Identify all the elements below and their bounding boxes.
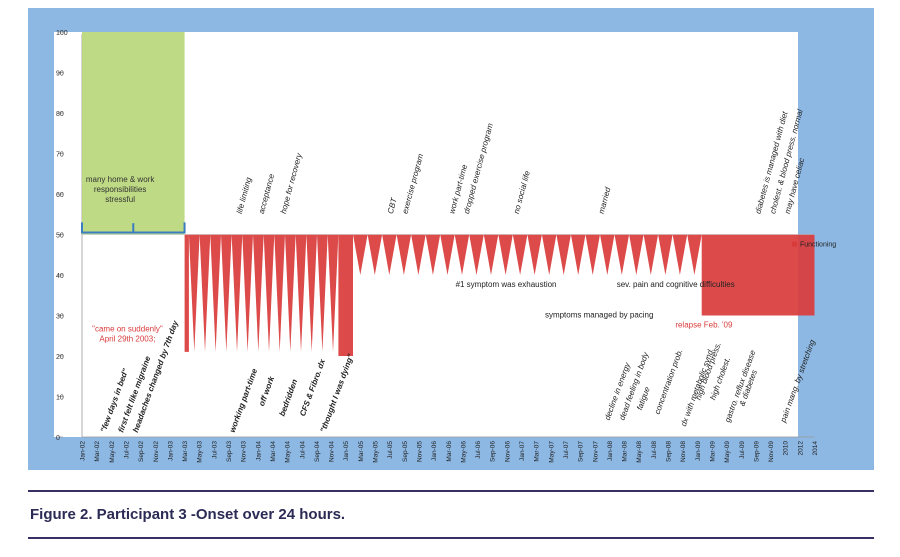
x-tick-label: Sep-09 xyxy=(753,441,760,462)
x-tick-label: Jul-07 xyxy=(563,441,570,459)
annotation: #1 symptom was exhaustion xyxy=(456,280,557,289)
x-tick-label: Jul-04 xyxy=(299,441,306,459)
x-tick-label: Sep-04 xyxy=(314,441,321,462)
x-tick-label: 2012 xyxy=(797,441,804,456)
y-tick-label: 40 xyxy=(56,273,64,280)
x-tick-label: Sep-02 xyxy=(138,441,145,462)
annotation-line: #1 symptom was exhaustion xyxy=(456,280,557,289)
x-tick-label: Mar-07 xyxy=(534,441,541,462)
x-tick-label: May-07 xyxy=(548,441,555,463)
annotation-line: "came on suddenly" xyxy=(92,325,163,334)
caption-bottom-rule xyxy=(28,537,874,539)
legend-swatch xyxy=(792,241,797,247)
x-tick-label: May-05 xyxy=(373,441,380,463)
x-tick-label: Jul-05 xyxy=(387,441,394,459)
y-tick-label: 0 xyxy=(56,435,60,442)
annotation-line: sev. pain and cognitive difficulties xyxy=(617,280,735,289)
annotation: sev. pain and cognitive difficulties xyxy=(617,280,735,289)
y-tick-label: 10 xyxy=(56,395,64,402)
chart: 0 10 20 30 40 50 60 70 80 90 100 Jan-02 Mar-02 May-02… xyxy=(54,30,836,463)
x-tick-label: Nov-04 xyxy=(329,441,336,462)
annotation: relapse Feb. '09 xyxy=(675,321,733,330)
functioning-area xyxy=(82,32,185,235)
functioning-area xyxy=(338,234,353,356)
x-tick-label: Mar-02 xyxy=(94,441,101,462)
functioning-area xyxy=(184,234,189,352)
x-tick-label: Jul-06 xyxy=(475,441,482,459)
x-tick-label: Mar-04 xyxy=(270,441,277,462)
y-tick-label: 70 xyxy=(56,152,64,159)
x-tick-label: May-08 xyxy=(636,441,643,463)
x-tick-label: Mar-09 xyxy=(709,441,716,462)
x-tick-label: Jan-02 xyxy=(80,441,87,461)
x-tick-label: Nov-09 xyxy=(768,441,775,462)
annotation: many home & work responsibilities stressfu… xyxy=(86,175,155,204)
x-tick-label: May-03 xyxy=(197,441,204,463)
x-tick-label: Jan-05 xyxy=(343,441,350,461)
functioning-area xyxy=(701,234,815,316)
y-tick-label: 30 xyxy=(56,314,64,321)
annotation-line: many home & work xyxy=(86,175,155,184)
x-tick-label: 2014 xyxy=(812,441,819,456)
figure-frame: 0 10 20 30 40 50 60 70 80 90 100 Jan-02 Mar-02 May-02… xyxy=(28,8,874,470)
x-tick-label: Jul-02 xyxy=(123,441,130,459)
x-tick-label: Jan-08 xyxy=(607,441,614,461)
y-tick-label: 100 xyxy=(56,30,68,37)
x-tick-label: Nov-05 xyxy=(416,441,423,462)
x-tick-label: Jul-03 xyxy=(211,441,218,459)
y-tick-label: 50 xyxy=(56,233,64,240)
x-tick-label: Mar-08 xyxy=(622,441,629,462)
x-tick-label: Nov-06 xyxy=(504,441,511,462)
x-tick-label: Sep-06 xyxy=(490,441,497,462)
y-tick-label: 90 xyxy=(56,71,64,78)
x-tick-label: Nov-08 xyxy=(680,441,687,462)
x-tick-label: Jan-04 xyxy=(255,441,262,461)
x-tick-label: Jan-07 xyxy=(519,441,526,461)
x-tick-label: May-04 xyxy=(285,441,292,463)
x-tick-label: Sep-07 xyxy=(578,441,585,462)
x-tick-label: Jul-09 xyxy=(739,441,746,459)
annotation-line: responsibilities xyxy=(94,185,146,194)
y-tick-label: 20 xyxy=(56,354,64,361)
x-tick-label: Jan-06 xyxy=(431,441,438,461)
x-tick-label: Mar-05 xyxy=(358,441,365,462)
y-tick-label: 80 xyxy=(56,111,64,118)
annotation: symptoms managed by pacing xyxy=(545,311,654,320)
x-tick-label: Nov-02 xyxy=(153,441,160,462)
figure-caption: Figure 2. Participant 3 -Onset over 24 h… xyxy=(30,506,346,523)
x-tick-label: May-06 xyxy=(460,441,467,463)
x-tick-label: Nov-03 xyxy=(241,441,248,462)
x-tick-label: May-09 xyxy=(724,441,731,463)
annotation: "came on suddenly" April 29th 2003; xyxy=(92,325,163,344)
caption-top-rule xyxy=(28,490,874,492)
x-tick-label: Sep-05 xyxy=(402,441,409,462)
x-tick-label: Sep-03 xyxy=(226,441,233,462)
x-tick-label: Nov-07 xyxy=(592,441,599,462)
x-tick-label: Mar-03 xyxy=(182,441,189,462)
legend-label: Functioning xyxy=(800,242,836,249)
annotation-line: April 29th 2003; xyxy=(99,335,155,344)
x-tick-label: May-02 xyxy=(109,441,116,463)
x-tick-label: Jan-09 xyxy=(695,441,702,461)
annotation-line: relapse Feb. '09 xyxy=(675,321,733,330)
annotation-vertical: CBT xyxy=(386,196,399,215)
functioning-area xyxy=(188,234,339,352)
functioning-area xyxy=(353,234,702,275)
x-tick-label: Mar-06 xyxy=(446,441,453,462)
x-tick-label: Jan-03 xyxy=(167,441,174,461)
y-tick-label: 60 xyxy=(56,192,64,199)
x-tick-label: Sep-08 xyxy=(666,441,673,462)
x-tick-label: 2010 xyxy=(783,441,790,456)
x-tick-label: Jul-08 xyxy=(651,441,658,459)
annotation-line: stressful xyxy=(105,195,135,204)
annotation-line: symptoms managed by pacing xyxy=(545,311,654,320)
